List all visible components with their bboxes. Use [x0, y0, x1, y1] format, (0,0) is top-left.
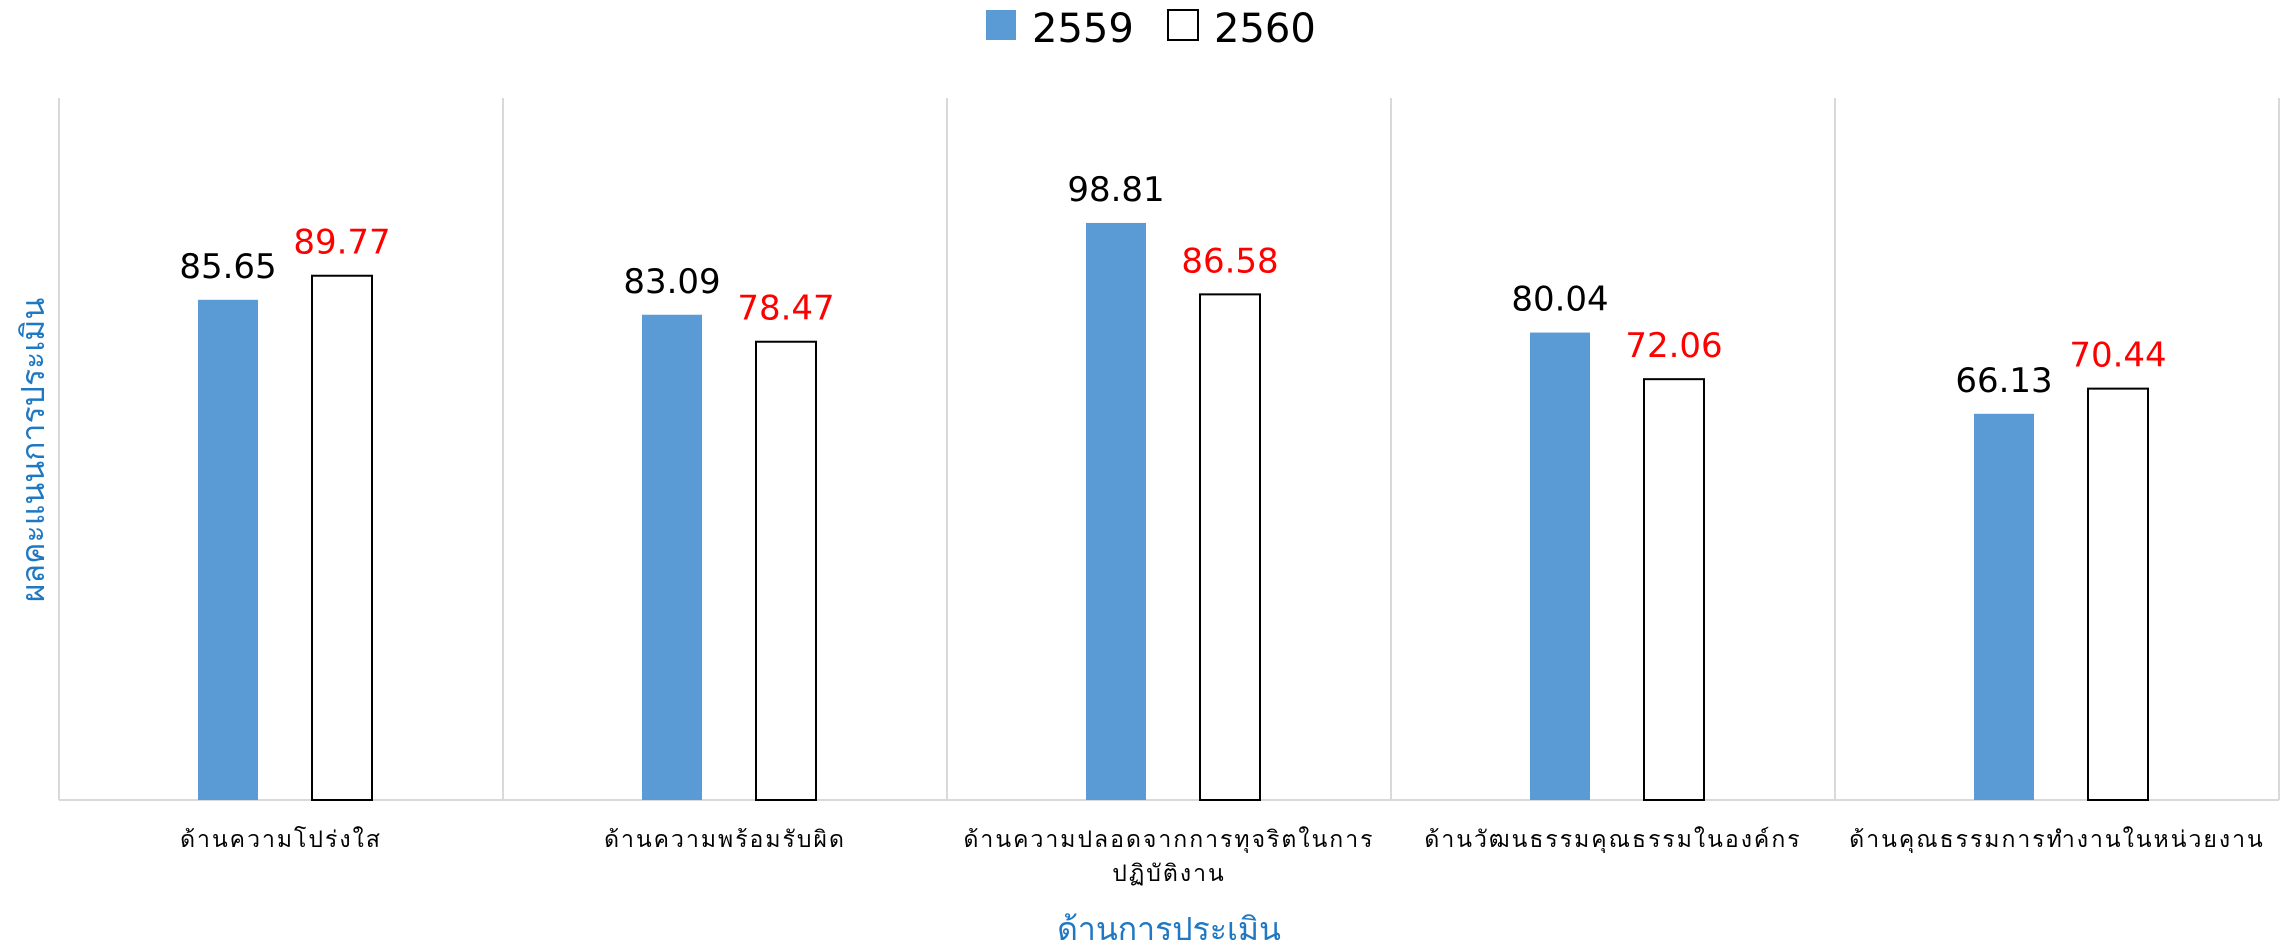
- legend-swatch-2560: [1167, 9, 1199, 41]
- bar-2559-2: [642, 314, 702, 800]
- category-separators: [58, 98, 2280, 801]
- value-labels: 85.65 83.09 98.81 80.04 66.13 89.77 78.47 86.58…: [179, 170, 2166, 401]
- y-axis-title: ผลคะแนนการประเมิน: [14, 298, 52, 603]
- value-label-2560-4: 72.06: [1625, 326, 1722, 366]
- legend-label-2559: 2559: [1032, 6, 1134, 52]
- bar-2559-4: [1530, 332, 1590, 800]
- value-label-2560-5: 70.44: [2069, 336, 2166, 376]
- bar-2559-3: [1086, 222, 1146, 801]
- value-label-2560-1: 89.77: [293, 223, 390, 263]
- bar-2559-5: [1974, 413, 2034, 800]
- bar-2560-4: [1643, 378, 1705, 801]
- category-label-5: ด้านคุณธรรมการทำงานในหน่วยงาน: [1849, 826, 2264, 853]
- category-label-2: ด้านความพร้อมรับผิด: [604, 827, 846, 853]
- category-label-4: ด้านวัฒนธรรมคุณธรรมในองค์กร: [1424, 826, 1801, 853]
- value-label-2559-5: 66.13: [1955, 361, 2052, 401]
- bar-2559-1: [198, 299, 258, 800]
- bar-2560-2: [755, 340, 817, 801]
- value-label-2559-1: 85.65: [179, 247, 276, 287]
- value-label-2559-4: 80.04: [1511, 280, 1608, 320]
- bar-2560-5: [2087, 387, 2149, 801]
- chart-legend: 2559 2560: [986, 6, 1316, 52]
- category-label-1: ด้านความโปร่งใส: [180, 826, 382, 853]
- legend-swatch-2559: [986, 10, 1016, 40]
- value-label-2559-3: 98.81: [1067, 170, 1164, 210]
- category-label-3: ด้านความปลอดจากการทุจริตในการ: [964, 826, 1375, 853]
- x-axis-title: ด้านการประเมิน: [1057, 910, 1281, 947]
- category-label-3: ปฏิบัติงาน: [1112, 861, 1225, 887]
- chart-bars: [198, 222, 2149, 801]
- legend-label-2560: 2560: [1214, 6, 1316, 52]
- value-label-2560-3: 86.58: [1181, 241, 1278, 281]
- value-label-2559-2: 83.09: [623, 262, 720, 302]
- bar-2560-3: [1199, 293, 1261, 801]
- value-label-2560-2: 78.47: [737, 289, 834, 329]
- category-labels: ด้านความโปร่งใส ด้านความพร้อมรับผิด ด้านคว…: [180, 826, 2264, 887]
- bar-2560-1: [311, 274, 373, 801]
